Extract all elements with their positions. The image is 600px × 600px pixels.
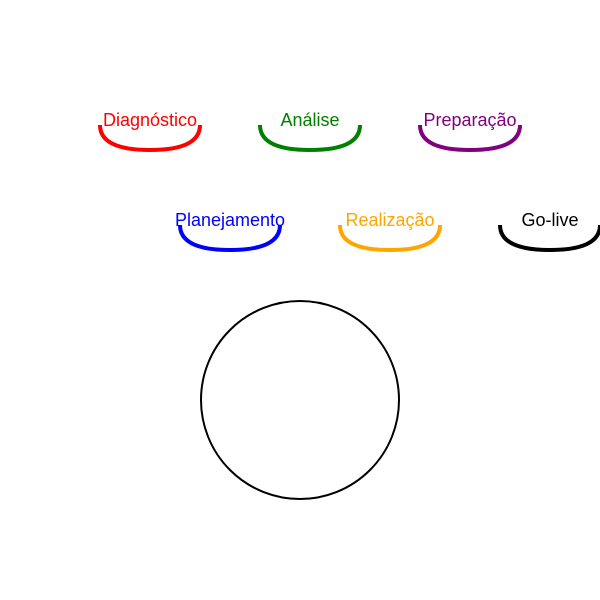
phase-arc bbox=[338, 224, 442, 253]
phase-arc bbox=[178, 224, 282, 253]
phase-analise: Análise bbox=[258, 110, 362, 153]
phase-realizacao: Realização bbox=[338, 210, 442, 253]
phase-label: Preparação bbox=[423, 110, 516, 130]
phase-label: Realização bbox=[345, 210, 434, 230]
phase-label: Go-live bbox=[521, 210, 578, 230]
phase-planejamento: Planejamento bbox=[175, 210, 285, 253]
phase-label: Planejamento bbox=[175, 210, 285, 230]
phase-arc bbox=[98, 124, 202, 153]
center-circle bbox=[200, 300, 400, 500]
phase-label: Análise bbox=[280, 110, 339, 130]
phase-preparacao: Preparação bbox=[418, 110, 522, 153]
phase-diagnostico: Diagnóstico bbox=[98, 110, 202, 153]
phase-arc bbox=[498, 224, 600, 253]
phase-arc bbox=[418, 124, 522, 153]
phase-label: Diagnóstico bbox=[103, 110, 197, 130]
phase-go-live: Go-live bbox=[498, 210, 600, 253]
phase-arc bbox=[258, 124, 362, 153]
